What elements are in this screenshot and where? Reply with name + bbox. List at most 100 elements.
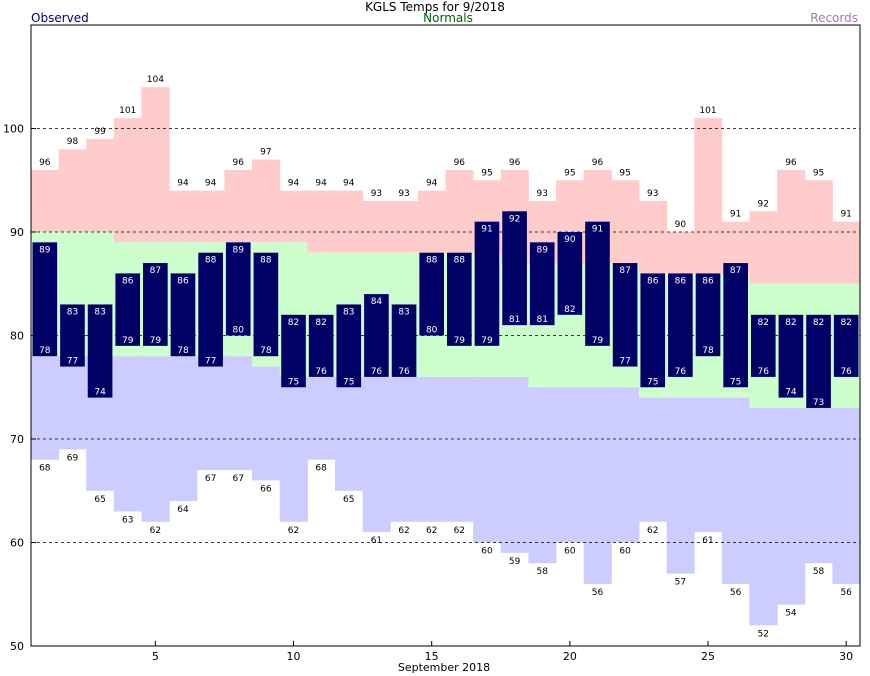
- record-low-band: [445, 376, 474, 522]
- observed-high-label: 89: [233, 245, 245, 255]
- record-low-band: [832, 407, 861, 584]
- observed-high-label: 83: [94, 307, 105, 317]
- observed-low-label: 77: [67, 357, 78, 367]
- observed-bar: [308, 314, 334, 377]
- y-tick-label: 50: [10, 640, 24, 653]
- record-high-band: [307, 190, 336, 253]
- record-high-band: [58, 149, 87, 232]
- record-low-band: [390, 376, 419, 522]
- record-high-label: 95: [564, 168, 575, 178]
- observed-high-label: 82: [840, 318, 851, 328]
- record-low-band: [252, 366, 281, 481]
- record-high-label: 96: [454, 158, 466, 168]
- observed-low-label: 79: [150, 336, 162, 346]
- y-tick-label: 70: [10, 433, 24, 446]
- observed-low-label: 74: [785, 388, 797, 398]
- record-high-label: 93: [371, 189, 382, 199]
- observed-high-label: 83: [343, 307, 354, 317]
- record-high-label: 90: [675, 220, 687, 230]
- observed-high-label: 92: [509, 214, 520, 224]
- observed-high-label: 87: [730, 266, 741, 276]
- x-tick-label: 15: [425, 650, 439, 663]
- record-low-label: 56: [730, 588, 742, 598]
- record-high-label: 104: [147, 75, 164, 85]
- observed-bar: [723, 263, 748, 388]
- record-low-label: 62: [150, 526, 161, 536]
- observed-low-label: 77: [619, 357, 630, 367]
- observed-high-label: 88: [426, 256, 438, 266]
- record-low-band: [749, 407, 778, 626]
- record-high-label: 93: [398, 189, 409, 199]
- observed-bar: [640, 273, 666, 388]
- observed-high-label: 82: [813, 318, 824, 328]
- record-low-band: [556, 387, 585, 543]
- record-low-band: [611, 387, 640, 543]
- record-low-band: [113, 356, 143, 512]
- observed-bar: [336, 304, 362, 388]
- record-high-label: 99: [94, 127, 106, 137]
- observed-low-label: 79: [592, 336, 604, 346]
- record-high-label: 97: [260, 148, 271, 158]
- chart-title: KGLS Temps for 9/2018: [365, 0, 505, 14]
- record-high-label: 101: [119, 106, 136, 116]
- record-low-label: 58: [536, 567, 548, 577]
- observed-bar: [419, 252, 444, 336]
- record-high-band: [252, 159, 281, 243]
- observed-low-label: 81: [536, 315, 547, 325]
- record-low-band: [777, 407, 806, 605]
- observed-low-label: 76: [398, 367, 410, 377]
- observed-bar: [502, 211, 527, 326]
- observed-high-label: 86: [647, 276, 659, 286]
- record-low-band: [362, 376, 391, 533]
- observed-bar: [529, 242, 555, 326]
- observed-high-label: 82: [315, 318, 326, 328]
- observed-high-label: 88: [205, 256, 217, 266]
- observed-bar: [115, 273, 141, 346]
- record-low-band: [307, 376, 336, 460]
- record-low-label: 60: [619, 547, 631, 557]
- observed-high-label: 86: [177, 276, 189, 286]
- record-high-label: 96: [592, 158, 604, 168]
- record-high-label: 98: [67, 137, 79, 147]
- record-low-label: 62: [454, 526, 465, 536]
- observed-low-label: 76: [758, 367, 770, 377]
- record-high-band: [417, 190, 446, 253]
- record-low-label: 63: [122, 515, 133, 525]
- record-low-label: 62: [288, 526, 299, 536]
- observed-bar: [170, 273, 196, 357]
- record-high-label: 96: [785, 158, 797, 168]
- record-high-label: 94: [288, 179, 300, 189]
- x-tick-label: 5: [152, 650, 159, 663]
- record-low-label: 56: [592, 588, 604, 598]
- record-high-band: [638, 200, 668, 274]
- record-low-band: [169, 356, 198, 502]
- record-high-label: 91: [840, 210, 851, 220]
- record-high-label: 91: [730, 210, 741, 220]
- observed-bar: [447, 252, 472, 346]
- observed-low-label: 73: [813, 398, 824, 408]
- record-high-label: 95: [481, 168, 492, 178]
- x-axis-label: September 2018: [397, 661, 491, 674]
- record-high-band: [141, 87, 170, 243]
- record-high-band: [694, 118, 723, 274]
- record-high-band: [362, 200, 391, 253]
- observed-bar: [87, 304, 113, 398]
- record-low-label: 56: [840, 588, 852, 598]
- record-low-label: 69: [67, 453, 79, 463]
- observed-bar: [806, 314, 831, 408]
- record-low-label: 64: [177, 505, 189, 515]
- record-low-label: 65: [94, 495, 105, 505]
- observed-bar: [612, 263, 638, 367]
- observed-high-label: 83: [398, 307, 409, 317]
- observed-high-label: 87: [150, 266, 161, 276]
- observed-low-label: 80: [233, 326, 245, 336]
- observed-high-label: 82: [288, 318, 299, 328]
- observed-low-label: 75: [647, 377, 658, 387]
- x-tick-label: 30: [839, 650, 853, 663]
- observed-high-label: 89: [39, 245, 51, 255]
- observed-high-label: 86: [122, 276, 134, 286]
- observed-low-label: 76: [675, 367, 687, 377]
- record-high-label: 93: [647, 189, 658, 199]
- observed-low-label: 78: [260, 346, 272, 356]
- observed-low-label: 79: [122, 336, 134, 346]
